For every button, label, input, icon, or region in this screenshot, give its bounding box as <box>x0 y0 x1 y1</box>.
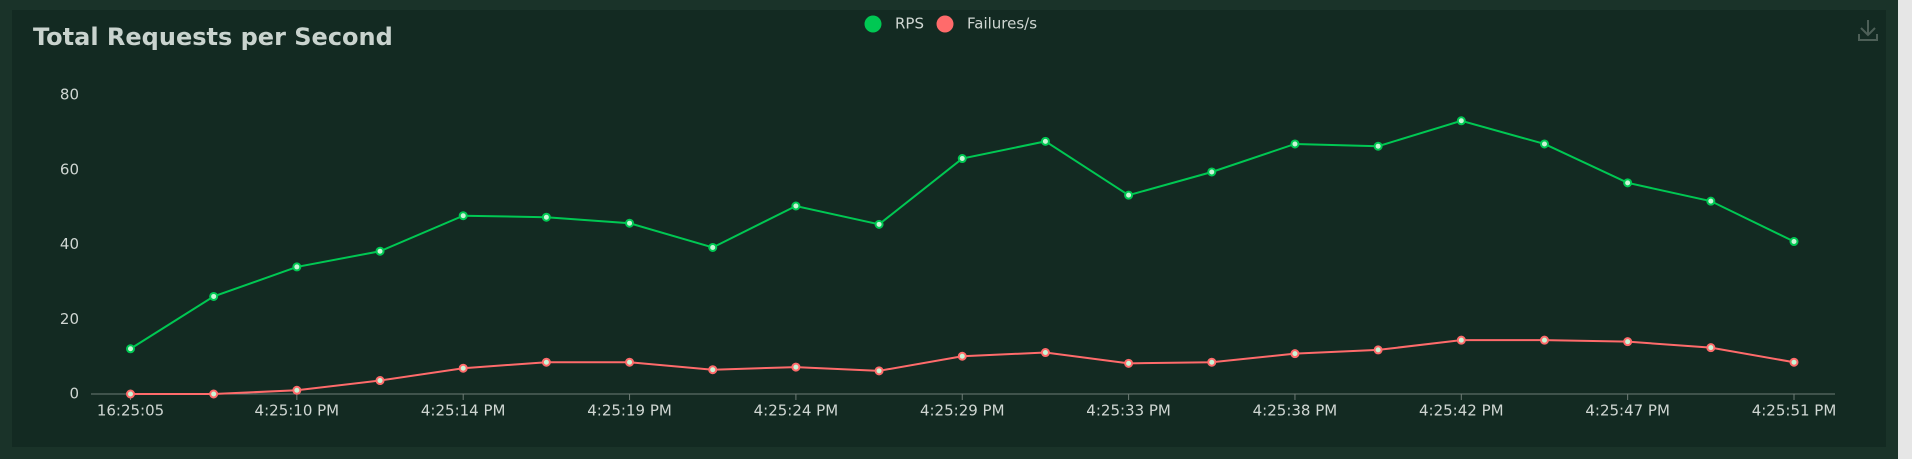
x-tick-label: 4:25:47 PM <box>1585 402 1670 420</box>
legend-swatch <box>864 15 882 33</box>
data-point <box>957 351 967 361</box>
data-point <box>1290 349 1300 359</box>
scrollbar <box>1898 0 1912 459</box>
data-point <box>1290 139 1300 149</box>
x-tick-label: 4:25:19 PM <box>587 402 672 420</box>
data-point <box>1207 357 1217 367</box>
x-tick-label: 4:25:33 PM <box>1086 402 1171 420</box>
data-point <box>791 362 801 372</box>
data-point <box>375 376 385 386</box>
legend-label: RPS <box>895 15 924 33</box>
x-tick-label: 4:25:38 PM <box>1253 402 1338 420</box>
data-point <box>1706 343 1716 353</box>
x-tick-label: 4:25:24 PM <box>754 402 839 420</box>
data-point <box>458 211 468 221</box>
data-point <box>1789 357 1799 367</box>
x-tick-label: 4:25:14 PM <box>421 402 506 420</box>
data-point <box>1040 348 1050 358</box>
data-point <box>708 365 718 375</box>
data-point <box>126 344 135 354</box>
download-icon[interactable] <box>1858 20 1878 41</box>
data-point <box>458 363 468 373</box>
data-point <box>1539 335 1549 345</box>
chart-title: Total Requests per Second <box>33 23 393 51</box>
data-point <box>791 201 801 211</box>
y-tick-label: 60 <box>60 160 79 178</box>
data-point <box>1124 190 1134 200</box>
data-point <box>1706 196 1716 206</box>
y-tick-label: 20 <box>60 310 79 328</box>
data-point <box>541 212 551 222</box>
y-tick-label: 80 <box>60 86 79 104</box>
panel <box>12 10 1886 447</box>
data-point <box>708 242 718 252</box>
data-point <box>209 291 219 301</box>
data-point <box>1539 139 1549 149</box>
data-point <box>1124 358 1134 368</box>
data-point <box>625 218 635 228</box>
data-point <box>1456 335 1466 345</box>
data-point <box>1373 345 1383 355</box>
data-point <box>292 385 302 395</box>
data-point <box>1207 167 1217 177</box>
data-point <box>874 219 884 229</box>
data-point <box>1623 337 1633 347</box>
data-point <box>375 246 385 256</box>
y-tick-label: 40 <box>60 235 79 253</box>
data-point <box>1789 237 1799 247</box>
data-point <box>874 366 884 376</box>
x-tick-label: 4:25:10 PM <box>255 402 340 420</box>
x-tick-label: 16:25:05 <box>97 402 164 420</box>
data-point <box>1623 178 1633 188</box>
download-glyph <box>1858 20 1878 41</box>
data-point <box>541 357 551 367</box>
data-point <box>1040 136 1050 146</box>
x-tick-label: 4:25:42 PM <box>1419 402 1504 420</box>
x-tick-label: 4:25:51 PM <box>1752 402 1837 420</box>
data-point <box>1456 116 1466 126</box>
legend-label: Failures/s <box>967 15 1037 33</box>
legend-swatch <box>936 15 954 33</box>
data-point <box>957 154 967 164</box>
data-point <box>126 389 135 399</box>
data-point <box>1373 141 1383 151</box>
data-point <box>625 357 635 367</box>
x-tick-label: 4:25:29 PM <box>920 402 1005 420</box>
data-point <box>292 262 302 272</box>
y-tick-label: 0 <box>69 385 79 403</box>
data-point <box>209 389 219 399</box>
